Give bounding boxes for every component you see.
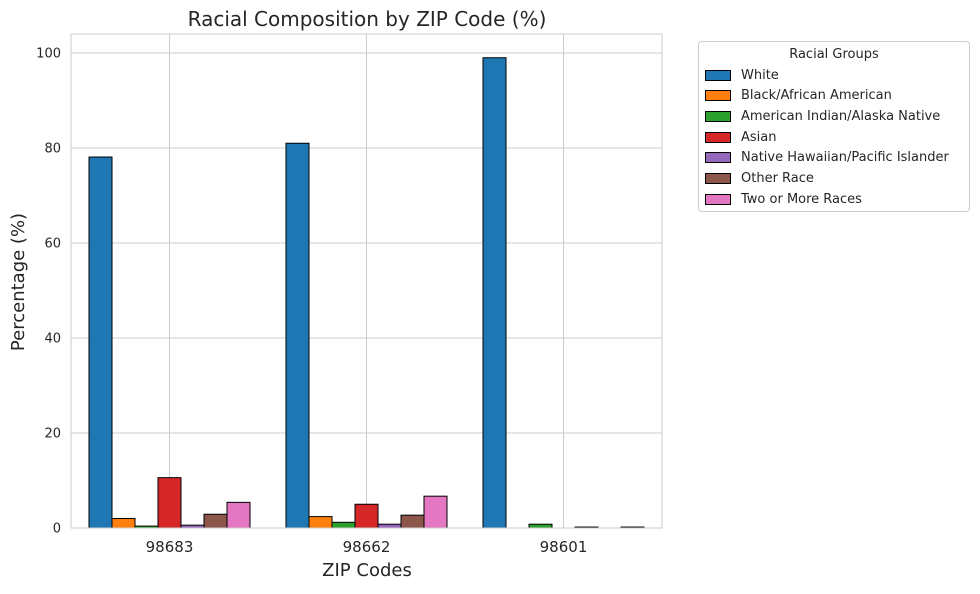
legend-title: Racial Groups: [789, 47, 879, 62]
legend-label: Other Race: [741, 171, 814, 186]
bar: [308, 516, 333, 529]
bars: [88, 57, 645, 529]
legend-label: Black/African American: [741, 88, 892, 104]
legend-swatch: [705, 90, 731, 102]
legend-swatch: [705, 131, 731, 143]
chart-title: Racial Composition by ZIP Code (%): [188, 7, 547, 31]
bar: [528, 523, 553, 529]
x-axis-label: ZIP Codes: [322, 560, 412, 581]
x-tick-label: 98683: [146, 538, 194, 556]
bar: [482, 57, 507, 529]
bar: [111, 518, 136, 529]
legend-item: White: [705, 66, 779, 84]
bar: [203, 513, 228, 529]
legend-item: Two or More Races: [705, 190, 862, 208]
legend-label: Native Hawaiian/Pacific Islander: [741, 150, 949, 166]
legend-item: American Indian/Alaska Native: [705, 107, 940, 125]
bar: [88, 156, 113, 529]
legend-swatch: [705, 110, 731, 122]
legend-item: Asian: [705, 128, 776, 146]
y-tick-label: 0: [53, 522, 61, 537]
legend: Racial Groups White Black/African America…: [698, 41, 970, 212]
bar: [400, 514, 425, 529]
legend-swatch: [705, 152, 731, 164]
legend-item: Black/African American: [705, 87, 892, 105]
plot-frame: [70, 33, 663, 529]
legend-label: Asian: [741, 129, 777, 145]
bar: [157, 477, 182, 529]
y-tick-label: 80: [44, 142, 61, 157]
legend-label: White: [741, 67, 779, 83]
legend-swatch: [705, 193, 731, 205]
bar: [331, 521, 356, 529]
y-tick-label: 100: [36, 47, 61, 62]
bar: [423, 495, 448, 529]
legend-label: Two or More Races: [741, 191, 862, 207]
y-tick-label: 40: [44, 332, 61, 347]
legend-item: Other Race: [705, 170, 814, 188]
bar: [354, 503, 379, 529]
legend-swatch: [705, 173, 731, 184]
y-axis-label: Percentage (%): [8, 213, 29, 351]
bar: [226, 501, 251, 529]
grid-lines: [71, 34, 662, 529]
x-tick-labels: 98683 98662 98601: [146, 538, 588, 556]
x-tick-label: 98662: [343, 538, 391, 556]
y-tick-labels: 0 20 40 60 80 100: [36, 47, 61, 537]
y-tick-label: 20: [44, 427, 61, 442]
bar: [285, 142, 310, 529]
legend-swatch: [705, 69, 731, 81]
y-tick-label: 60: [44, 237, 61, 252]
legend-item: Native Hawaiian/Pacific Islander: [705, 149, 949, 167]
legend-label: American Indian/Alaska Native: [741, 108, 941, 124]
x-tick-label: 98601: [540, 538, 588, 556]
bar: [377, 523, 402, 529]
